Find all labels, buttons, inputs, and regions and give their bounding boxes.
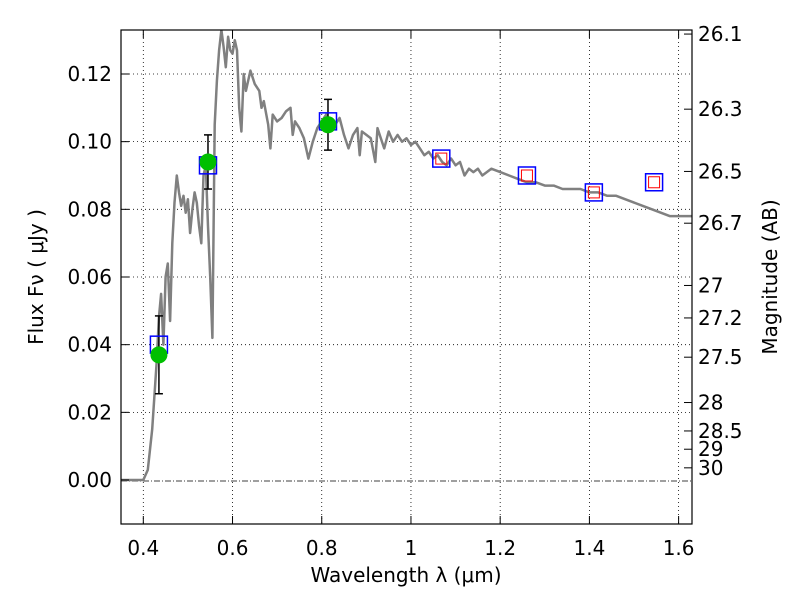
x-tick-label: 0.8 (306, 536, 338, 560)
mag-tick-label: 26.1 (698, 22, 743, 46)
y-axis-right-label: Magnitude (AB) (758, 199, 782, 354)
photometry-point (199, 153, 217, 171)
mag-tick-label: 27.2 (698, 306, 743, 330)
model-sed-line (121, 30, 692, 482)
mag-tick-label: 30 (698, 456, 723, 480)
mag-tick-label: 26.7 (698, 211, 743, 235)
x-axis-label: Wavelength λ (μm) (310, 563, 501, 587)
y-tick-label: 0.08 (67, 197, 112, 221)
x-tick-label: 0.6 (217, 536, 249, 560)
model-band-marker (517, 166, 537, 185)
y-tick-label: 0.10 (67, 130, 112, 154)
inner-box-marker (587, 186, 600, 199)
model-band-marker (644, 173, 664, 192)
mag-tick-label: 28.5 (698, 419, 743, 443)
y-tick-label: 0.12 (67, 62, 112, 86)
mag-tick-label: 26.5 (698, 159, 743, 183)
x-tick-label: 1.2 (484, 536, 516, 560)
model-band-marker (584, 183, 604, 202)
y-tick-label: 0.06 (67, 265, 112, 289)
y-axis-label: Flux Fν ( μJy ) (24, 209, 48, 345)
x-tick-label: 1.6 (663, 536, 695, 560)
mag-tick-label: 27.5 (698, 345, 743, 369)
inner-box-marker (520, 169, 533, 182)
y-tick-label: 0.00 (67, 468, 112, 492)
inner-box-marker (648, 176, 661, 189)
mag-tick-label: 27 (698, 273, 723, 297)
mag-tick-label: 28 (698, 391, 723, 415)
mag-tick-label: 26.3 (698, 97, 743, 121)
photometry-point (150, 346, 168, 364)
inner-box-marker (435, 152, 448, 165)
photometry-point (319, 116, 337, 134)
axis-ticks (121, 30, 692, 524)
mag-tick-label: 29 (698, 437, 723, 461)
model-band-marker (432, 149, 451, 168)
x-tick-label: 1 (405, 536, 418, 560)
x-tick-label: 1.4 (573, 536, 605, 560)
y-tick-label: 0.04 (67, 333, 112, 357)
x-tick-label: 0.4 (127, 536, 159, 560)
data-layer (121, 30, 692, 482)
tick-labels: 0.4 0.6 0.8 1 1.2 1.4 1.6 0.00 0.02 0.04 0.06 0.08 0… (67, 22, 742, 560)
y-tick-label: 0.02 (67, 400, 112, 424)
